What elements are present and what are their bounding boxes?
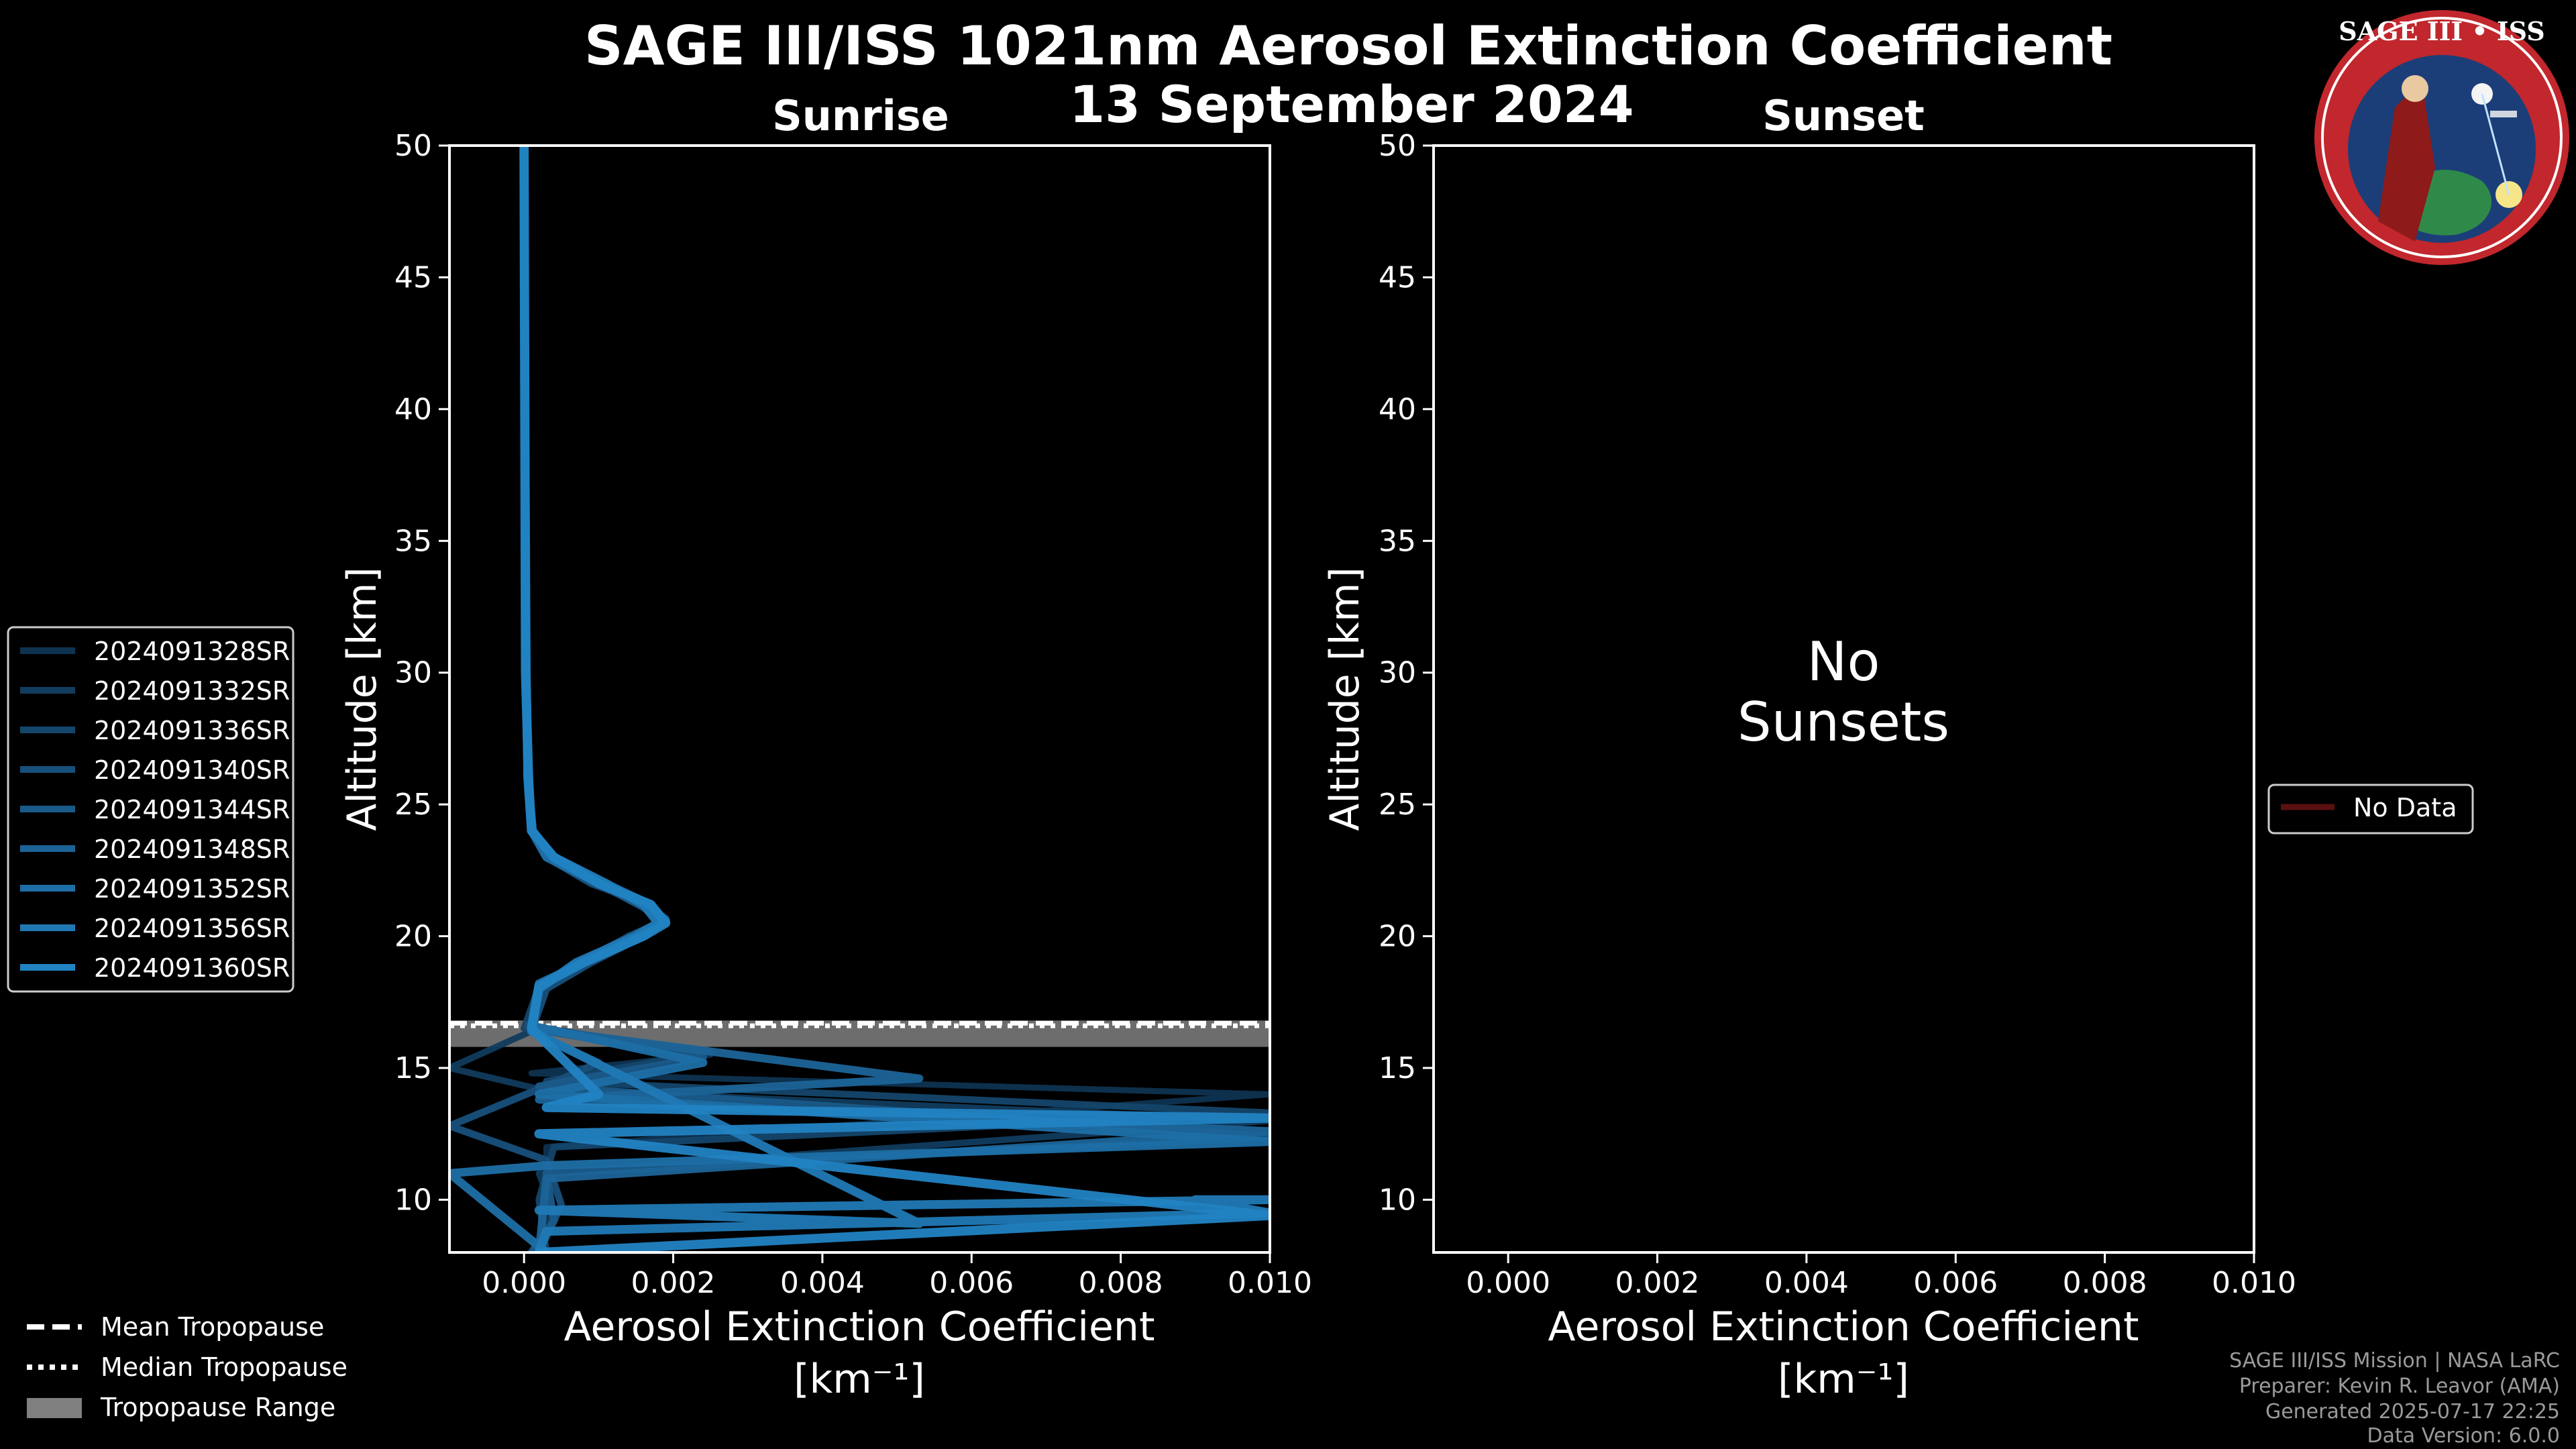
- legend-label-2024091340SR: 2024091340SR: [94, 755, 290, 785]
- sunrise-y-tick-label: 10: [394, 1183, 432, 1217]
- legend-label-2024091356SR: 2024091356SR: [94, 914, 290, 943]
- sunset-x-tick-label: 0.002: [1615, 1266, 1700, 1300]
- mean-tropopause-label: Mean Tropopause: [101, 1312, 324, 1342]
- sunset-x-tick-label: 0.010: [2212, 1266, 2296, 1300]
- sunrise-y-tick-label: 35: [394, 524, 432, 558]
- sunset-y-axis-label: Altitude [km]: [1322, 567, 1368, 831]
- legend-frame: [7, 626, 294, 993]
- sunset-panel: 0.000 0.002 0.004 0.006 0.008 0.010 10 15 20 25 30…: [1322, 129, 2296, 1403]
- logo-iss: [2490, 111, 2517, 117]
- sunset-y-tick-label: 30: [1379, 656, 1416, 690]
- sunrise-y-tick-label: 40: [394, 392, 432, 427]
- logo-figure: [2378, 80, 2435, 241]
- sunset-y-tick-label: 10: [1379, 1183, 1416, 1217]
- credit-line-4: Data Version: 6.0.0: [2367, 1424, 2560, 1448]
- sunrise-x-tick-label: 0.002: [631, 1266, 716, 1300]
- sunset-y-tick-label: 25: [1379, 788, 1416, 822]
- figure-title: SAGE III/ISS 1021nm Aerosol Extinction C…: [584, 15, 2112, 77]
- legend-label-2024091360SR: 2024091360SR: [94, 953, 290, 983]
- no-data-label: No Data: [2353, 793, 2457, 822]
- sunset-x-tick-label: 0.004: [1764, 1266, 1849, 1300]
- sunset-y-tick-label: 45: [1379, 260, 1416, 294]
- tropopause-legend: Mean Tropopause Median Tropopause Tropop…: [27, 1312, 347, 1422]
- median-tropopause-label: Median Tropopause: [101, 1352, 347, 1382]
- sunrise-x-axis-label: Aerosol Extinction Coefficient: [564, 1303, 1155, 1350]
- sunset-panel-title: Sunset: [1762, 91, 1925, 140]
- credit-line-1: SAGE III/ISS Mission | NASA LaRC: [2229, 1349, 2560, 1373]
- tropopause-range-label: Tropopause Range: [100, 1393, 335, 1422]
- sunset-legend: No Data: [2267, 784, 2474, 835]
- credit-line-2: Preparer: Kevin R. Leavor (AMA): [2239, 1375, 2560, 1398]
- sunset-x-axis-unit: [km⁻¹]: [1778, 1356, 1909, 1403]
- legend-label-2024091344SR: 2024091344SR: [94, 795, 290, 824]
- sunrise-panel-title: Sunrise: [772, 91, 949, 140]
- sunset-axes-frame: [1432, 144, 2255, 1254]
- sunrise-x-tick-label: 0.000: [482, 1266, 566, 1300]
- sunrise-series-legend: 2024091328SR 2024091332SR 2024091336SR 2024…: [7, 626, 294, 993]
- sunset-x-axis-label: Aerosol Extinction Coefficient: [1548, 1303, 2139, 1350]
- sunrise-y-tick-label: 20: [394, 920, 432, 954]
- sunrise-x-tick-label: 0.010: [1228, 1266, 1312, 1300]
- legend-label-2024091328SR: 2024091328SR: [94, 637, 290, 666]
- sunrise-y-axis-label: Altitude [km]: [339, 567, 386, 831]
- sunset-x-tick-label: 0.008: [2063, 1266, 2147, 1300]
- sunrise-y-tick-label: 25: [394, 788, 432, 822]
- sunset-y-tick-label: 35: [1379, 524, 1416, 558]
- credits: SAGE III/ISS Mission | NASA LaRC Prepare…: [2229, 1349, 2560, 1448]
- legend-label-2024091348SR: 2024091348SR: [94, 835, 290, 864]
- credit-line-3: Generated 2025-07-17 22:25: [2265, 1400, 2560, 1424]
- sunrise-y-tick-label: 30: [394, 656, 432, 690]
- legend-label-2024091336SR: 2024091336SR: [94, 716, 290, 745]
- sunset-y-tick-label: 15: [1379, 1051, 1416, 1085]
- no-sunsets-text-line1: No: [1807, 631, 1880, 693]
- sunrise-y-tick-label: 45: [394, 260, 432, 294]
- logo-title-text: SAGE III • ISS: [2339, 16, 2544, 46]
- sunrise-y-tick-label: 50: [394, 129, 432, 163]
- sunrise-x-tick-label: 0.006: [929, 1266, 1014, 1300]
- sage-iii-iss-mission-logo: SAGE III • ISS: [2314, 10, 2569, 265]
- sunrise-x-tick-label: 0.008: [1079, 1266, 1163, 1300]
- tropopause-range-swatch: [27, 1398, 82, 1418]
- sunrise-x-tick-label: 0.004: [780, 1266, 865, 1300]
- sunset-y-tick-label: 40: [1379, 392, 1416, 427]
- sunrise-x-axis-unit: [km⁻¹]: [794, 1356, 925, 1403]
- sunrise-panel: 0.000 0.002 0.004 0.006 0.008 0.010 10 15 20 25 30…: [339, 129, 1312, 1403]
- sunset-x-tick-label: 0.000: [1466, 1266, 1550, 1300]
- sunrise-axes-frame: [448, 144, 1271, 1254]
- series-line-2024091360SR: [519, 146, 1270, 1252]
- figure-date: 13 September 2024: [1069, 74, 1633, 134]
- sunset-y-tick-label: 50: [1379, 129, 1416, 163]
- sunrise-y-tick-label: 15: [394, 1051, 432, 1085]
- no-sunsets-text-line2: Sunsets: [1737, 691, 1949, 753]
- legend-label-2024091352SR: 2024091352SR: [94, 874, 290, 904]
- legend-label-2024091332SR: 2024091332SR: [94, 676, 290, 706]
- sunset-legend-frame: [2267, 784, 2474, 835]
- sunset-x-tick-label: 0.006: [1913, 1266, 1998, 1300]
- sunset-y-tick-label: 20: [1379, 920, 1416, 954]
